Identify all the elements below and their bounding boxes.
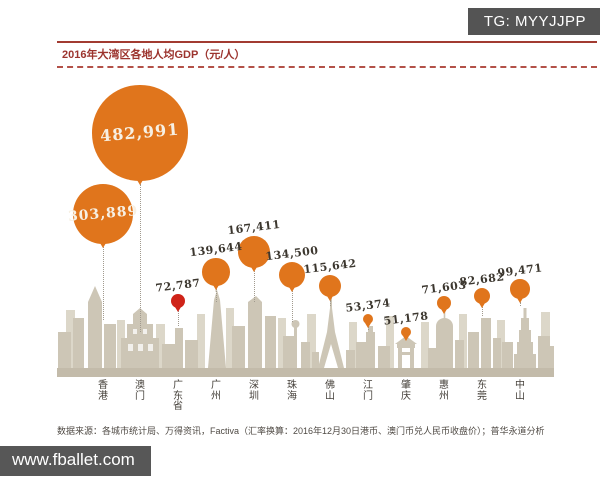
balloon-string [102,246,104,320]
source-note: 数据来源：各城市统计局、万得资讯，Factiva（汇率换算：2016年12月30… [57,426,545,436]
balloon-深圳 [237,235,271,269]
ground-strip [57,368,554,377]
balloon-knot [213,284,219,290]
skyline-foreground-buildings [58,282,554,368]
balloon-string [519,301,521,306]
balloon-string [177,311,179,326]
balloon-江门 [362,313,374,325]
balloon-string [329,300,331,306]
balloon-knot [175,307,181,313]
balloon-knot [365,323,371,329]
city-label-东莞: 东莞 [477,380,487,402]
facade-windows [128,329,153,351]
chart-header: 2016年大湾区各地人均GDP（元/人） [57,41,597,68]
balloon-澳门: 482,991 [92,85,188,181]
city-label-惠州: 惠州 [439,380,449,402]
tg-badge: TG: MYYJJPP [467,8,600,35]
balloon-惠州 [436,295,452,311]
city-label-珠海: 珠海 [287,380,297,402]
city-label-佛山: 佛山 [325,380,335,402]
balloon-广州 [202,258,230,286]
balloon-佛山 [318,274,342,298]
balloon-value-label: 303,889 [67,202,139,226]
city-label-江门: 江门 [363,380,373,402]
city-label-中山: 中山 [515,380,525,402]
city-label-广州: 广州 [211,380,221,402]
balloon-knot [479,303,485,309]
watermark-badge: www.fballet.com [0,446,151,476]
balloon-knot [251,267,257,273]
balloon-string [367,327,369,330]
balloon-knot [441,309,447,315]
balloon-string [253,271,255,302]
balloon-珠海 [278,261,306,289]
balloon-香港: 303,889 [67,184,139,244]
balloon-中山 [510,279,530,299]
city-label-香港: 香港 [98,380,108,402]
balloon-knot [403,336,409,342]
balloon-string [291,291,293,322]
balloon-value-label: 482,991 [99,120,181,146]
balloon-knot [137,179,143,185]
city-label-肇庆: 肇庆 [401,380,411,402]
city-label-澳门: 澳门 [135,380,145,402]
balloon-肇庆 [400,326,412,338]
city-label-深圳: 深圳 [249,380,259,402]
balloon-string [481,307,483,316]
balloon-knot [289,287,295,293]
balloon-knot [517,297,523,303]
balloon-knot [100,242,106,248]
balloon-广东省 [170,293,186,309]
balloon-string [139,183,141,332]
chart-title: 2016年大湾区各地人均GDP（元/人） [62,49,246,61]
balloon-东莞 [473,287,491,305]
balloon-knot [327,296,333,302]
city-label-广东省: 广东省 [173,380,183,412]
balloon-string [215,288,217,302]
